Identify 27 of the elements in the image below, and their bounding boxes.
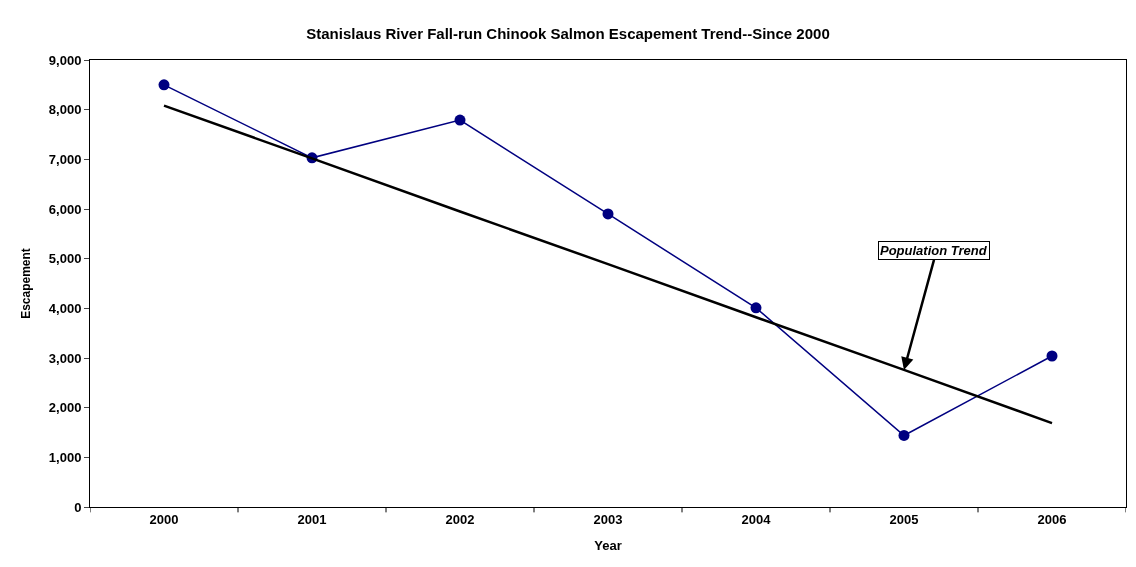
point: [898, 429, 910, 441]
y-tick-label: 8,000: [48, 102, 82, 118]
y-tick-label: 2,000: [48, 400, 82, 416]
x-tick-label: 2002: [445, 511, 475, 527]
point: [454, 114, 466, 126]
y-axis-title: Escapement: [19, 248, 34, 319]
x-tick-label: 2004: [741, 511, 772, 527]
x-tick-label: 2003: [593, 511, 623, 527]
y-tick-label: 1,000: [48, 449, 82, 465]
y-tick-label: 0: [74, 499, 82, 515]
x-tick-label: 2000: [149, 511, 179, 527]
point: [750, 302, 762, 314]
y-tick-label: 4,000: [48, 300, 82, 316]
chart-title: Stanislaus River Fall-run Chinook Salmon Escapement Trend--Since 2000: [306, 24, 830, 42]
y-tick-label: 7,000: [48, 151, 82, 167]
x-axis-title: Year: [594, 538, 622, 554]
point: [602, 208, 614, 220]
x-tick-label: 2006: [1037, 511, 1067, 527]
x-tick-label: 2005: [889, 511, 919, 527]
y-tick-label: 5,000: [48, 251, 82, 267]
point: [1046, 350, 1058, 362]
y-tick-label: 3,000: [48, 350, 82, 366]
annotation: Population Trend: [880, 243, 988, 258]
y-tick-label: 9,000: [48, 52, 82, 68]
y-tick-label: 6,000: [48, 201, 82, 217]
x-tick-label: 2001: [297, 511, 327, 527]
point: [158, 79, 170, 91]
